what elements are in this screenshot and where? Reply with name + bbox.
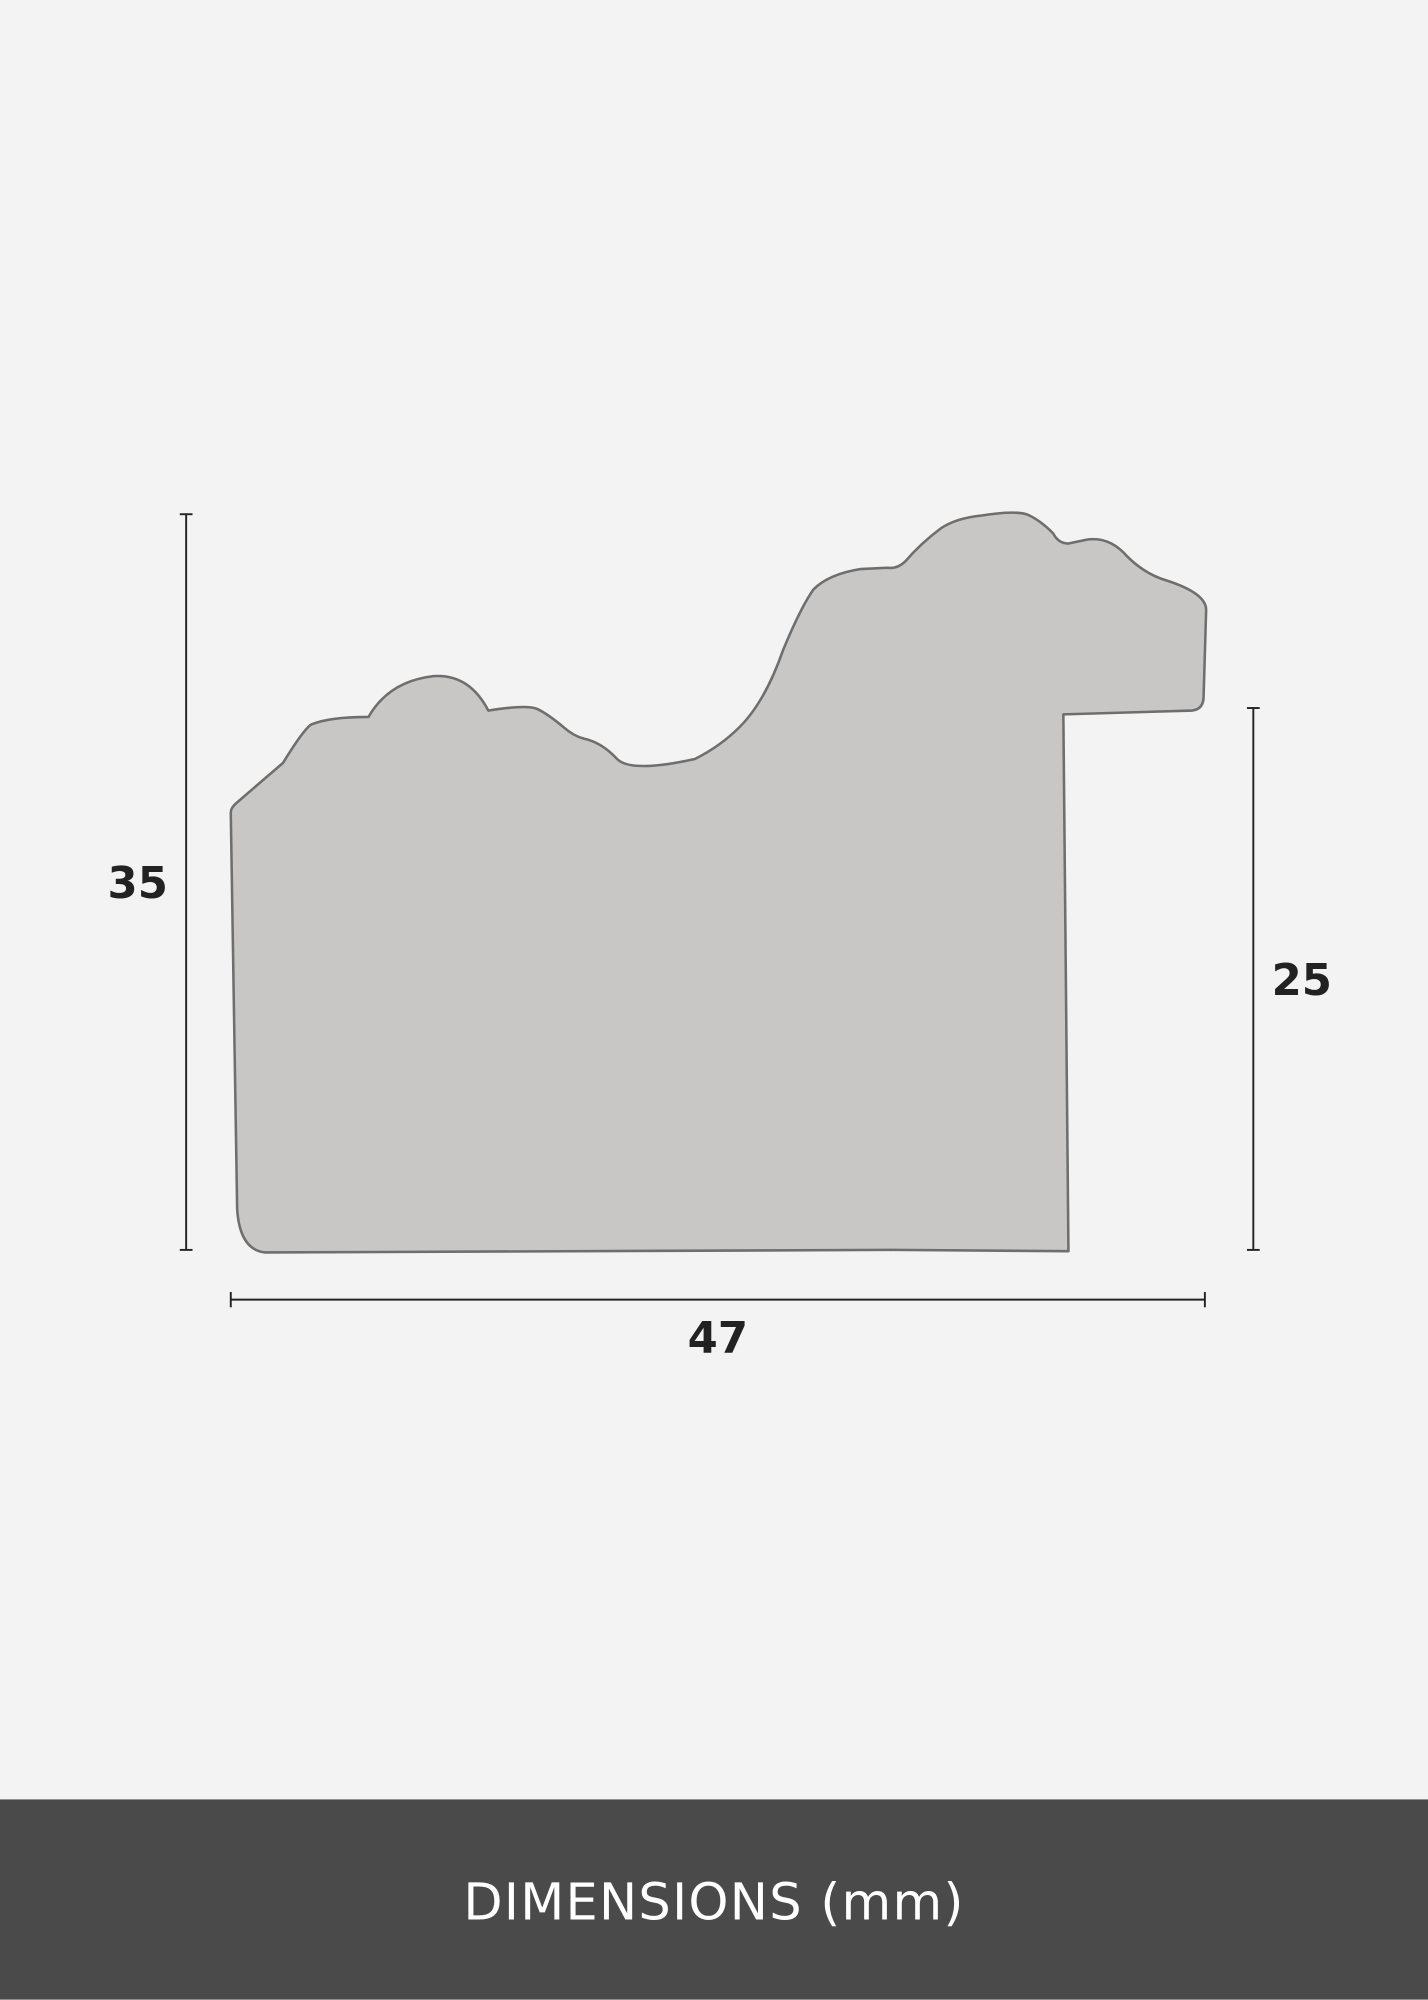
- dimension-line-rebate-height: [1246, 707, 1260, 1251]
- dimension-label-rebate-height: 25: [1272, 956, 1332, 1006]
- dimension-line-width: [229, 1291, 1206, 1308]
- frame-profile-shape: [229, 511, 1208, 1254]
- dimension-line-total-height: [179, 513, 193, 1251]
- dimension-label-total-height: 35: [108, 859, 168, 909]
- footer-band: [0, 1799, 1428, 2000]
- footer-label: DIMENSIONS (mm): [463, 1873, 964, 1932]
- dimension-label-width: 47: [688, 1314, 748, 1364]
